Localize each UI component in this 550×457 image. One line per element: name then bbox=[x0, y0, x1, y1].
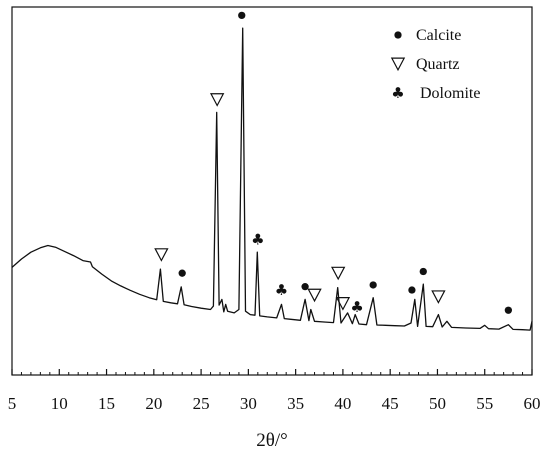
x-tick-label: 30 bbox=[240, 394, 257, 413]
x-tick-label: 50 bbox=[429, 394, 446, 413]
calcite-marker bbox=[408, 286, 416, 294]
calcite-marker bbox=[419, 267, 427, 276]
calcite-marker bbox=[301, 283, 309, 291]
quartz-marker bbox=[209, 93, 225, 107]
quartz-marker bbox=[307, 288, 322, 303]
x-tick-label: 35 bbox=[287, 394, 304, 413]
quartz-marker bbox=[390, 57, 406, 72]
x-tick-label: 55 bbox=[476, 394, 493, 413]
legend-label: Calcite bbox=[416, 27, 461, 44]
phase-markers: ♣ ♣ ♣ bbox=[154, 11, 513, 316]
x-tick-label: 5 bbox=[8, 394, 17, 413]
x-axis-ticks bbox=[11, 369, 533, 375]
x-tick-label: 25 bbox=[193, 394, 210, 413]
legend: Calcite Quartz ♣ Dolomite bbox=[390, 27, 480, 102]
plot-frame bbox=[11, 6, 533, 376]
x-tick-label: 15 bbox=[98, 394, 115, 413]
calcite-marker bbox=[504, 306, 513, 314]
dolomite-marker: ♣ bbox=[391, 84, 404, 102]
series-line bbox=[11, 27, 533, 331]
x-tick-label: 40 bbox=[334, 394, 351, 413]
x-tick-label: 10 bbox=[51, 394, 68, 413]
x-tick-label: 60 bbox=[524, 394, 541, 413]
x-axis-tick-labels: 5 10 15 20 25 30 35 40 45 50 55 60 bbox=[8, 394, 541, 413]
calcite-marker bbox=[369, 281, 377, 289]
calcite-marker bbox=[394, 31, 402, 39]
dolomite-marker: ♣ bbox=[350, 298, 363, 316]
calcite-marker bbox=[238, 11, 246, 20]
x-axis-title: 2θ/° bbox=[256, 430, 287, 451]
dolomite-marker: ♣ bbox=[275, 281, 288, 299]
legend-label: Dolomite bbox=[420, 85, 480, 102]
quartz-marker bbox=[335, 297, 351, 311]
x-tick-label: 45 bbox=[382, 394, 399, 413]
x-tick-label: 20 bbox=[145, 394, 162, 413]
quartz-marker bbox=[331, 266, 346, 281]
dolomite-marker: ♣ bbox=[251, 230, 264, 248]
quartz-marker bbox=[431, 290, 446, 304]
legend-label: Quartz bbox=[416, 56, 460, 73]
calcite-marker bbox=[178, 269, 186, 277]
quartz-marker bbox=[154, 248, 169, 262]
